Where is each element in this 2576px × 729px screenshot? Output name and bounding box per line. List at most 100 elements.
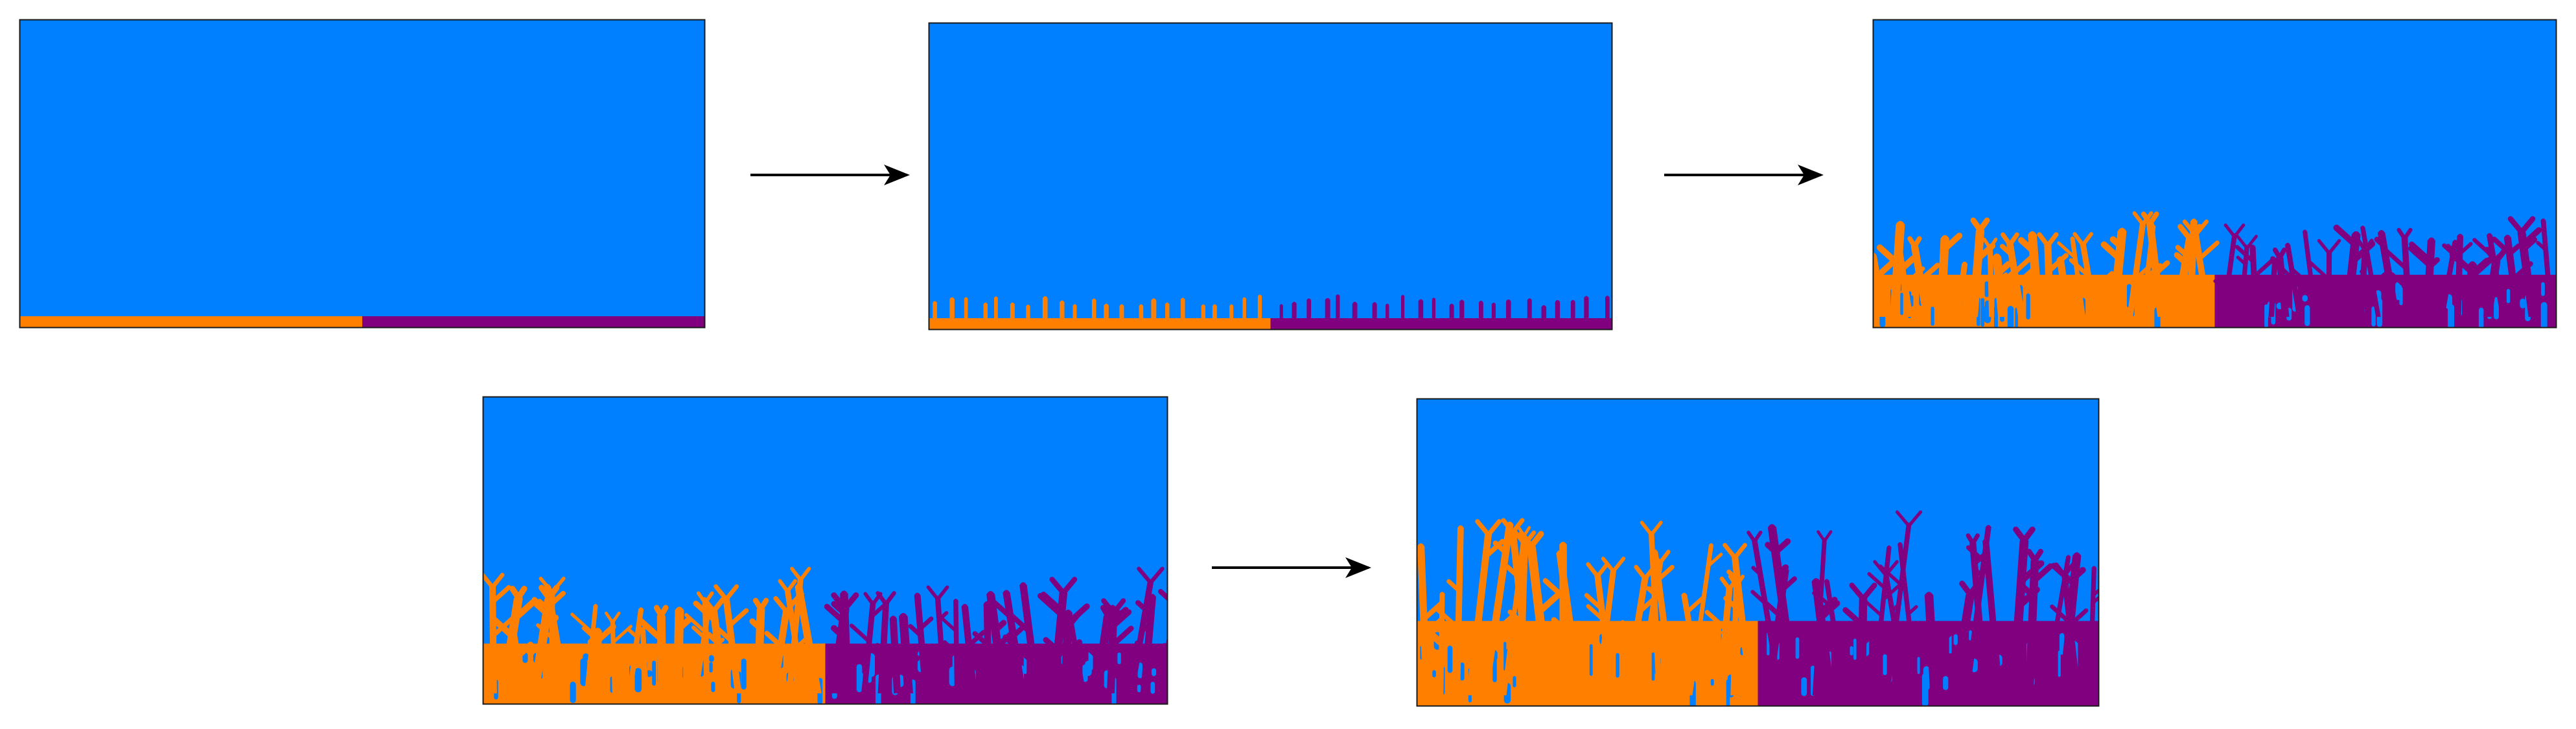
dendrite-branch-orange — [675, 616, 692, 632]
dendrite-branch-purple — [2030, 563, 2054, 584]
dendrite-orange — [1623, 575, 1649, 695]
dendrite-branch-purple — [1021, 651, 1036, 665]
melt-channel — [2302, 295, 2308, 302]
dendrite-branch-purple — [955, 656, 969, 669]
dendrite-branch-purple — [2372, 279, 2387, 293]
dendrite-purple — [1897, 542, 1920, 695]
dendrite-branch-purple — [1890, 601, 1902, 612]
dendrite-fork-purple — [2236, 235, 2249, 250]
dendrite-branch-orange — [656, 647, 682, 671]
dendrite-orange — [964, 297, 968, 319]
dendrite-fork-orange — [490, 573, 505, 590]
base-layer-purple — [362, 316, 705, 328]
dendrite-purple — [1555, 300, 1561, 319]
dendrite-branch-orange — [1941, 233, 1963, 253]
dendrite-branch-purple — [1937, 647, 1962, 671]
dendrite-fork-orange — [2132, 211, 2145, 227]
dendrite-fork-orange — [785, 579, 797, 594]
panel-frame — [19, 19, 706, 329]
melt-channel — [1432, 670, 1436, 678]
dendrite-branch-orange — [1417, 636, 1428, 649]
melt-channel — [2520, 298, 2526, 308]
dendrite-purple — [2221, 233, 2237, 317]
dendrite-orange — [1648, 531, 1662, 695]
dendrite-purple — [1372, 302, 1377, 319]
dendrite-orange — [2006, 241, 2025, 317]
dendrite-branch-purple — [1879, 564, 1903, 586]
dendrite-fork-orange — [2147, 211, 2159, 226]
dendrite-fork-orange — [1586, 562, 1600, 579]
dendrite-branch-purple — [2449, 251, 2475, 275]
dendrite-orange — [1201, 304, 1205, 319]
dendrite-branch-purple — [2280, 276, 2295, 290]
dendrite-branch-purple — [992, 619, 1007, 633]
dendrite-branch-purple — [1881, 582, 1903, 602]
dendrite-fork-purple — [926, 585, 940, 601]
dendrite-purple — [2360, 226, 2381, 317]
solid-phase-purple — [1270, 294, 1612, 330]
dendrite-branch-orange — [1432, 636, 1444, 647]
dendrite-purple — [1949, 591, 1975, 695]
dendrite-purple — [2540, 218, 2554, 317]
dendrite-orange — [1873, 252, 1888, 317]
dendrite-branch-orange — [2174, 252, 2188, 266]
panel-stage-2 — [928, 22, 1613, 330]
dendrite-branch-purple — [2233, 285, 2245, 296]
dendrite-purple — [1570, 299, 1575, 319]
dendrite-branch-orange — [1542, 578, 1566, 599]
panel-stage-1 — [19, 19, 706, 329]
dendrite-orange — [723, 596, 742, 693]
dendrite-branch-orange — [2100, 241, 2122, 262]
dendrite-branch-orange — [2089, 271, 2115, 294]
dendrite-branch-orange — [1507, 609, 1526, 626]
dendrite-branch-orange — [1656, 564, 1675, 582]
dendrite-fork-purple — [1823, 530, 1833, 543]
melt-channel — [1953, 634, 1958, 645]
dendrite-orange — [710, 608, 728, 693]
dendrite-branch-orange — [749, 618, 763, 631]
dendrite-branch-orange — [1492, 540, 1508, 555]
melt-channel — [2448, 304, 2455, 328]
dendrite-orange — [1257, 294, 1262, 319]
dendrite-branch-purple — [941, 618, 958, 633]
dendrite-orange — [1091, 298, 1097, 319]
base-layer-orange — [1873, 316, 2215, 328]
dendrite-branch-purple — [2213, 279, 2229, 294]
dendrite-fork-orange — [2072, 232, 2085, 248]
dendrite-branch-purple — [869, 604, 886, 619]
dendrite-fork-orange — [798, 566, 811, 582]
melt-channel — [2304, 305, 2310, 327]
dendrite-orange — [1104, 303, 1109, 319]
dendrite-branch-purple — [2333, 224, 2358, 248]
dendrite-branch-orange — [1603, 620, 1625, 640]
dendrite-orange — [1731, 554, 1754, 695]
dendrite-branch-orange — [627, 627, 639, 640]
dendrite-fork-orange — [714, 584, 729, 602]
dendrite-branch-orange — [715, 626, 735, 644]
dendrite-purple — [1449, 303, 1454, 319]
dendrite-branch-orange — [691, 625, 708, 641]
base-layer-purple — [1758, 695, 2099, 706]
dendrite-fork-purple — [1166, 570, 1168, 575]
dendrite-branch-orange — [1685, 596, 1704, 614]
dendrite-branch-orange — [1421, 600, 1445, 622]
melt-channel — [1137, 662, 1143, 678]
dendrite-purple — [1386, 303, 1389, 319]
melt-channel — [652, 660, 656, 686]
dendrite-branch-purple — [1040, 591, 1065, 614]
dendrite-fork-purple — [2223, 223, 2236, 238]
dendrite-purple — [2422, 237, 2436, 317]
dendrite-branch-purple — [1110, 609, 1132, 629]
melt-channel — [2058, 651, 2061, 677]
melt-channel — [2059, 633, 2065, 655]
dendrite-branch-purple — [2374, 237, 2387, 249]
dendrite-branch-purple — [1929, 628, 1950, 647]
dendrite-purple — [1401, 295, 1405, 319]
dendrite-branch-purple — [1109, 625, 1134, 648]
dendrite-fork-orange — [1528, 531, 1544, 550]
dendrite-branch-purple — [1821, 597, 1833, 609]
dendrite-orange — [529, 595, 554, 693]
dendrite-fork-purple — [1060, 577, 1078, 596]
melt-channel — [1980, 298, 1985, 327]
dendrite-branch-orange — [1505, 564, 1520, 579]
